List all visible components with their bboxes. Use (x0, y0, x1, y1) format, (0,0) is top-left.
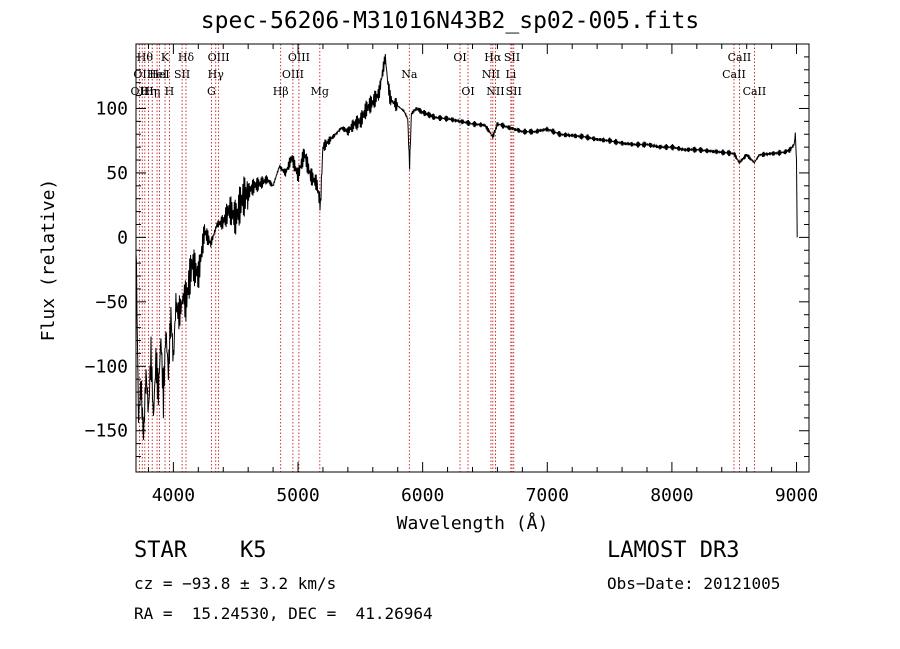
y-tick-label: −100 (85, 356, 128, 377)
plot-frame (135, 43, 810, 473)
emission-line-label: NII (482, 68, 500, 81)
y-tick-label: −150 (85, 421, 128, 442)
emission-line-label: K (161, 51, 170, 64)
emission-line-label: Hθ (137, 51, 154, 64)
emission-line-label: OIII (288, 51, 310, 64)
emission-line-label: SII (504, 51, 520, 64)
emission-line-label: CaII (743, 85, 767, 98)
emission-line-label: SII (506, 85, 522, 98)
emission-line-label: Hδ (178, 51, 195, 64)
x-tick-label: 5000 (276, 485, 319, 506)
emission-line-label: OII (133, 68, 151, 81)
y-tick-label: −50 (95, 292, 128, 313)
axis-ticks: 4000 5000 6000 7000 8000 9000 −150 −100 −50 0 50 10… (85, 44, 818, 506)
emission-line-label: OIII (208, 51, 230, 64)
y-tick-label: 100 (95, 98, 128, 119)
emission-line-label: OIII (282, 68, 304, 81)
x-tick-label: 9000 (775, 485, 818, 506)
emission-line-label: Hβ (273, 85, 289, 98)
emission-line-label: Hη (144, 85, 160, 98)
emission-line-label: H (165, 85, 175, 98)
x-tick-label: 4000 (152, 485, 195, 506)
obs-date: Obs−Date: 20121005 (607, 574, 781, 593)
x-tick-label: 8000 (650, 485, 693, 506)
x-tick-label: 7000 (526, 485, 569, 506)
chart-title: spec-56206-M31016N43B2_sp02-005.fits (200, 8, 700, 34)
emission-line-label: Hγ (208, 68, 225, 81)
emission-line-label: Na (401, 68, 418, 81)
emission-line-label: OI (461, 85, 474, 98)
x-tick-label: 6000 (401, 485, 444, 506)
velocity-readout: cz = −93.8 ± 3.2 km/s (134, 574, 337, 593)
y-tick-label: 0 (117, 227, 128, 248)
emission-line-label: Hη (140, 85, 156, 98)
emission-line-label: Li (505, 68, 516, 81)
y-tick-label: 50 (106, 163, 128, 184)
spectrum-series (135, 53, 798, 440)
emission-line-label: NII (486, 85, 504, 98)
survey-name: LAMOST DR3 (607, 538, 740, 563)
spectrum-line (135, 53, 798, 440)
emission-line-label: OII (131, 85, 149, 98)
emission-line-markers (138, 44, 755, 472)
emission-line-label: CaII (722, 68, 746, 81)
object-subclass: K5 (240, 538, 267, 563)
emission-line-label: SII (174, 68, 190, 81)
emission-line-label: G (207, 85, 216, 98)
emission-line-label: OI (453, 51, 466, 64)
emission-line-label: HeI (147, 68, 167, 81)
emission-line-label: Mg (311, 85, 329, 98)
emission-line-label: CaII (728, 51, 752, 64)
x-axis-label: Wavelength (Å) (397, 512, 549, 534)
emission-line-label: Hα (484, 51, 502, 64)
line-labels: OIIOIIHθHηHηHeIHeIKHSIIHδGHγOIIIHβOIIIOI… (131, 51, 767, 98)
y-axis-label: Flux (relative) (38, 179, 59, 342)
emission-line-label: HeI (149, 68, 169, 81)
object-class: STAR (134, 538, 187, 563)
coordinates: RA = 15.24530, DEC = 41.26964 (134, 604, 433, 623)
